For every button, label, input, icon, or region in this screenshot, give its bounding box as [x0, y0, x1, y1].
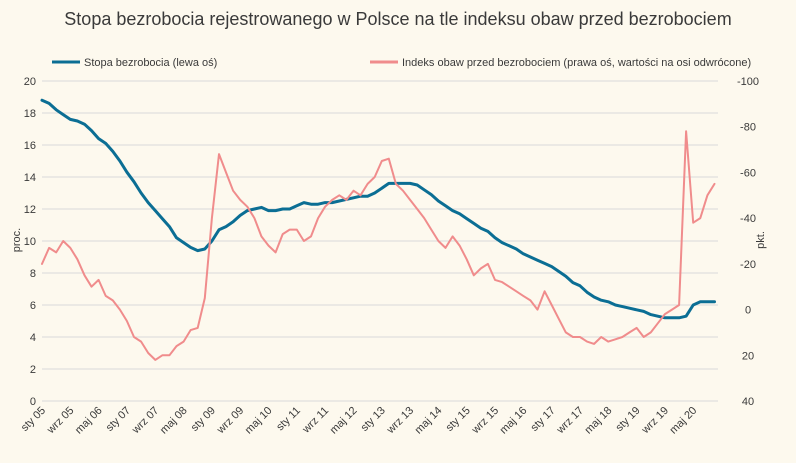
x-tick-label: wrz 11	[300, 405, 332, 437]
x-tick-label: sty 09	[189, 405, 218, 434]
y-right-tick-label: -80	[740, 122, 756, 134]
y-right-tick-label: 40	[742, 396, 754, 408]
series-line-fear-index	[41, 130, 716, 361]
legend: Stopa bezrobocia (lewa oś) Indeks obaw p…	[52, 57, 751, 69]
y-right-tick-label: 0	[745, 305, 751, 317]
y-left-tick-label: 6	[30, 300, 36, 312]
x-tick-label: wrz 05	[44, 405, 76, 437]
x-tick-label: maj 08	[158, 405, 190, 437]
x-tick-label: maj 20	[668, 405, 700, 437]
y-left-tick-label: 4	[30, 332, 36, 344]
y-left-tick-label: 16	[24, 140, 36, 152]
x-tick-label: maj 16	[498, 405, 530, 437]
x-tick-label: wrz 09	[214, 405, 246, 437]
chart-title: Stopa bezrobocia rejestrowanego w Polsce…	[64, 9, 731, 29]
series-layer	[40, 98, 716, 361]
y-left-tick-label: 20	[24, 76, 36, 88]
grid	[42, 80, 718, 402]
y-right-tick-label: 20	[742, 350, 754, 362]
y-left-tick-label: 2	[30, 364, 36, 376]
y-right-tick-label: -20	[740, 259, 756, 271]
legend-label-unemployment: Stopa bezrobocia (lewa oś)	[84, 57, 217, 69]
y-right-tick-label: -60	[740, 167, 756, 179]
y-left-tick-label: 0	[30, 396, 36, 408]
x-tick-label: maj 14	[413, 405, 445, 437]
y-left-tick-label: 14	[24, 172, 36, 184]
x-tick-label: sty 19	[613, 405, 642, 434]
y-left-tick-label: 8	[30, 268, 36, 280]
y-right-tick-label: -100	[737, 76, 759, 88]
legend-label-fear-index: Indeks obaw przed bezrobociem (prawa oś,…	[402, 57, 751, 69]
left-axis: 0 2 4 6 8 10 12 14 16 18 20	[24, 76, 36, 408]
x-tick-label: wrz 17	[554, 405, 586, 437]
x-tick-label: maj 06	[73, 405, 105, 437]
x-tick-label: wrz 15	[469, 405, 501, 437]
x-tick-label: sty 07	[104, 405, 133, 434]
x-tick-label: wrz 07	[129, 405, 161, 437]
x-tick-label: maj 12	[328, 405, 360, 437]
x-tick-label: sty 11	[274, 405, 303, 434]
x-tick-label: maj 18	[583, 405, 615, 437]
x-tick-label: sty 17	[529, 405, 558, 434]
x-tick-label: sty 15	[444, 405, 473, 434]
x-tick-label: wrz 13	[384, 405, 416, 437]
y-right-tick-label: -40	[740, 213, 756, 225]
y-axis-left-title: proc.	[11, 228, 23, 252]
right-axis: 40 20 0 -20 -40 -60 -80 -100	[737, 76, 759, 408]
y-left-tick-label: 18	[24, 108, 36, 120]
x-tick-label: maj 10	[243, 405, 275, 437]
y-axis-right-title: pkt.	[755, 231, 767, 249]
x-tick-label: wrz 19	[639, 405, 671, 437]
x-tick-label: sty 13	[359, 405, 388, 434]
x-tick-label: sty 05	[19, 405, 48, 434]
y-left-tick-label: 10	[24, 236, 36, 248]
y-left-tick-label: 12	[24, 204, 36, 216]
series-line-unemployment	[40, 98, 716, 320]
